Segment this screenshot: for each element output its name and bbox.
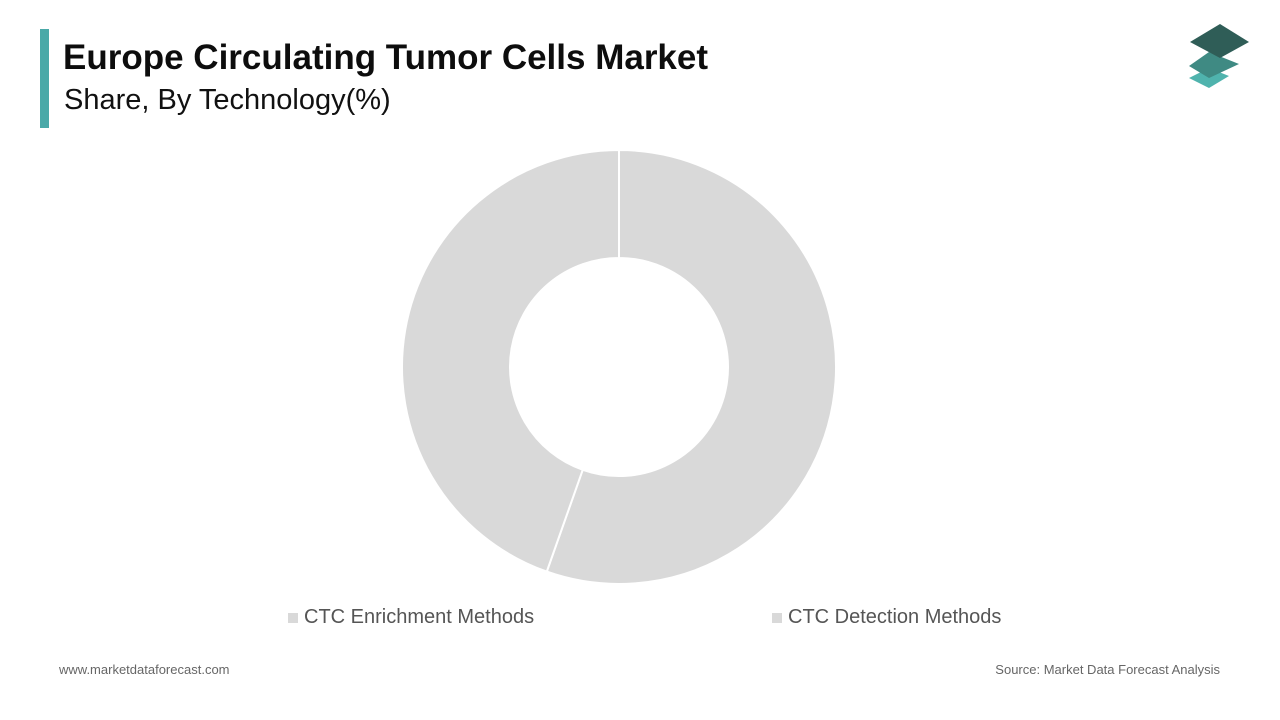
legend-item-detection: CTC Detection Methods	[772, 606, 1001, 629]
donut-slices	[401, 148, 837, 585]
website-footer: www.marketdataforecast.com	[59, 662, 230, 677]
donut-slice-ctc-detection-methods	[545, 148, 837, 585]
title-accent-bar	[40, 29, 49, 128]
legend-item-enrichment: CTC Enrichment Methods	[288, 606, 534, 629]
legend-label: CTC Detection Methods	[788, 606, 1002, 628]
legend-label: CTC Enrichment Methods	[304, 606, 535, 628]
chart-title: Europe Circulating Tumor Cells Market	[63, 38, 709, 77]
legend-swatch	[772, 612, 782, 623]
legend-swatch	[288, 612, 298, 623]
brand-logo-icon	[1189, 24, 1249, 88]
source-footer: Source: Market Data Forecast Analysis	[995, 662, 1220, 677]
chart-subtitle: Share, By Technology(%)	[64, 84, 391, 116]
logo-layer-top	[1190, 24, 1249, 58]
logo-layer-middle	[1189, 52, 1239, 78]
donut-slice-ctc-enrichment-methods	[401, 148, 620, 573]
